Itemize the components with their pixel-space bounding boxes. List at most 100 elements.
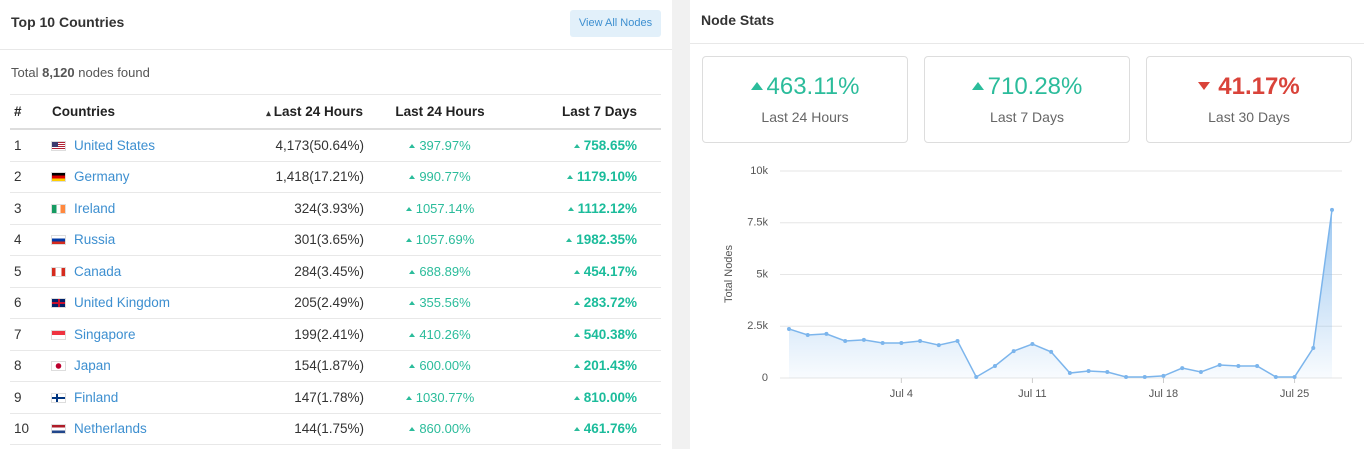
stat-label: Last 30 Days — [1208, 109, 1290, 125]
country-cell: United Kingdom — [51, 287, 243, 319]
flag-icon — [51, 235, 66, 246]
count-cell: 284(3.45%) — [243, 255, 364, 288]
country-cell: Russia — [51, 224, 243, 256]
change-7d: 758.65% — [583, 137, 637, 153]
country-cell: Ireland — [51, 192, 243, 225]
change-24h-cell: 600.00% — [364, 350, 516, 382]
country-cell: Germany — [51, 161, 243, 193]
point — [1198, 369, 1203, 374]
change-7d: 1112.12% — [577, 200, 637, 216]
x-tick-label: Jul 18 — [1149, 388, 1178, 400]
change-24h-cell: 1057.69% — [364, 224, 516, 256]
stat-value: 710.28% — [925, 73, 1129, 101]
rank-cell: 4 — [10, 224, 51, 256]
count-cell: 144(1.75%) — [243, 413, 364, 445]
country-link[interactable]: Canada — [74, 263, 122, 279]
point — [992, 363, 997, 368]
change-24h: 688.89% — [419, 263, 471, 279]
table-row: 2 Germany 1,418(17.21%) 990.77% 1179.10% — [10, 161, 661, 193]
country-link[interactable]: Japan — [74, 358, 111, 374]
change-7d: 461.76% — [583, 421, 637, 437]
country-link[interactable]: United States — [74, 137, 156, 153]
stats-panel: Node Stats 463.11% Last 24 Hours 710.28% La… — [690, 0, 1364, 449]
countries-panel: Top 10 Countries View All Nodes Total 8,… — [0, 0, 672, 449]
up-arrow — [409, 364, 416, 369]
point — [1086, 368, 1091, 373]
change-24h: 1030.77% — [415, 389, 475, 405]
change-24h-cell: 397.97% — [364, 129, 516, 162]
country-link[interactable]: Germany — [74, 169, 130, 185]
country-link[interactable]: Ireland — [74, 200, 116, 216]
point — [1067, 371, 1072, 376]
flag-icon — [51, 203, 66, 214]
point — [1311, 345, 1316, 350]
area — [789, 209, 1332, 378]
change-7d-cell: 810.00% — [516, 381, 661, 414]
total-text: Total 8,120 nodes found — [11, 65, 150, 80]
panel-title: Top 10 Countries — [11, 14, 125, 30]
rank-cell: 5 — [10, 255, 51, 288]
point — [861, 337, 866, 342]
header-cell: Last 7 Days — [516, 94, 661, 130]
count-cell: 1,418(17.21%) — [243, 161, 364, 193]
up-arrow — [409, 301, 416, 306]
country-link[interactable]: Finland — [74, 389, 119, 405]
change-7d: 283.72% — [583, 295, 637, 311]
up-arrow — [409, 175, 416, 180]
count-cell: 199(2.41%) — [243, 318, 364, 351]
up-arrow — [566, 238, 573, 243]
divider — [690, 43, 1364, 44]
rank-cell: 6 — [10, 287, 51, 319]
count-cell: 324(3.93%) — [243, 192, 364, 225]
change-24h: 410.26% — [419, 326, 471, 342]
point — [880, 341, 885, 346]
change-7d-cell: 1982.35% — [516, 224, 661, 256]
change-24h: 1057.69% — [415, 232, 475, 248]
change-24h-cell: 860.00% — [364, 413, 516, 445]
point — [1124, 374, 1129, 379]
line — [788, 209, 1333, 379]
stat-label: Last 24 Hours — [761, 109, 849, 125]
point — [1142, 374, 1147, 379]
country-link[interactable]: United Kingdom — [74, 295, 171, 311]
count-cell: 147(1.78%) — [243, 381, 364, 414]
flag-icon — [51, 172, 66, 183]
point — [1330, 207, 1334, 212]
country-link[interactable]: Singapore — [74, 326, 136, 342]
countries-table: # Countries ▴︎ Last 24 Hours Last 24 Hour… — [10, 94, 661, 445]
table-row: 3 Ireland 324(3.93%) 1057.14% 1112.12% — [10, 192, 661, 225]
country-link[interactable]: Russia — [74, 232, 116, 248]
stat-value: 463.11% — [703, 73, 907, 101]
stat-number: 463.11% — [766, 73, 860, 100]
point — [1292, 374, 1297, 379]
table-row: 7 Singapore 199(2.41%) 410.26% 540.38% — [10, 318, 661, 351]
country-link[interactable]: Netherlands — [74, 421, 147, 437]
country-cell: Japan — [51, 350, 243, 382]
flag-icon — [51, 298, 66, 309]
stat-number: 41.17% — [1218, 73, 1300, 100]
up-arrow — [409, 269, 416, 274]
change-7d-cell: 1179.10% — [516, 161, 661, 193]
point — [1011, 349, 1016, 354]
point — [1030, 342, 1035, 347]
rank-cell: 7 — [10, 318, 51, 351]
view-all-button[interactable]: View All Nodes — [570, 10, 661, 37]
direction-arrow — [1198, 82, 1211, 90]
change-24h: 600.00% — [419, 358, 471, 374]
up-arrow — [573, 364, 580, 369]
total-suffix: nodes found — [78, 65, 150, 80]
direction-arrow — [750, 82, 763, 90]
flag-icon — [51, 266, 66, 277]
change-7d-cell: 758.65% — [516, 129, 661, 162]
header-cell[interactable]: ▴︎ Last 24 Hours — [243, 94, 364, 130]
count-cell: 301(3.65%) — [243, 224, 364, 256]
up-arrow — [405, 395, 412, 400]
point — [899, 341, 904, 346]
up-arrow — [409, 143, 416, 148]
change-7d-cell: 454.17% — [516, 255, 661, 288]
x-tick-label: Jul 25 — [1280, 388, 1309, 400]
change-24h: 355.56% — [419, 295, 471, 311]
header-cell: Countries — [51, 94, 243, 130]
point — [918, 338, 923, 343]
